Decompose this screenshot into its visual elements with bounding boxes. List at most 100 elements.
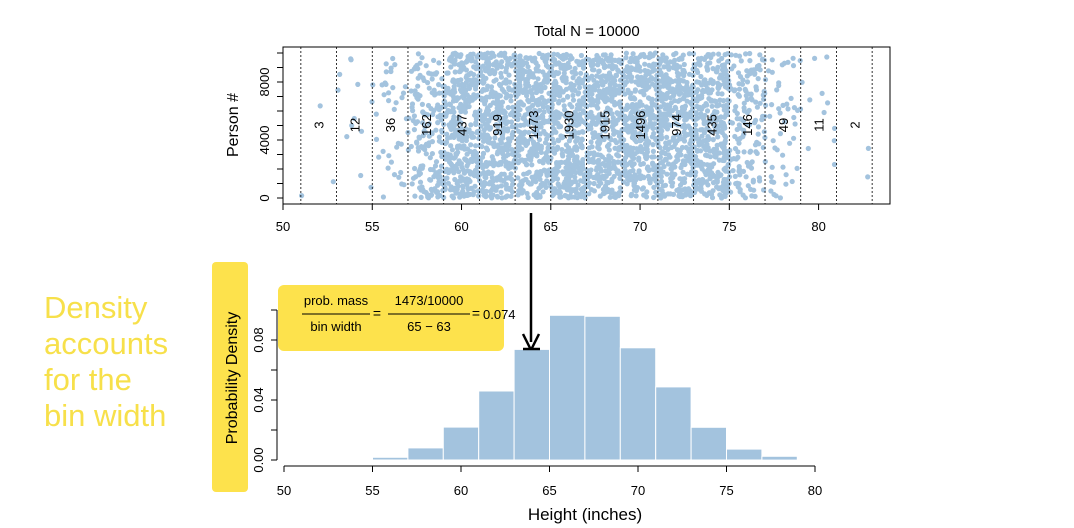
scatter-point [663,73,669,79]
scatter-point [637,115,643,121]
scatter-point [499,86,505,92]
scatter-point [486,118,492,124]
scatter-point [666,122,672,128]
scatter-point [548,109,555,115]
scatter-point [564,164,570,170]
scatter-point [591,180,597,187]
scatter-point [644,146,650,152]
scatter-point [480,80,486,86]
scatter-point [479,88,485,94]
scatter-point [748,91,754,97]
histogram-y-tick-label: 0.08 [251,327,266,352]
scatter-point [549,193,556,199]
scatter-point [831,161,838,168]
scatter-point [416,134,422,140]
scatter-point [730,168,736,174]
scatter-point [523,60,530,66]
scatter-point [530,102,536,109]
scatter-point [701,143,707,150]
scatter-point [481,169,487,176]
scatter-point [865,174,871,180]
scatter-point [725,58,732,64]
histogram-bar [407,447,444,461]
scatter-point [677,193,683,200]
scatter-x-tick-label: 80 [811,219,825,234]
scatter-point [726,161,732,168]
scatter-point [695,69,701,75]
scatter-point [617,175,623,181]
scatter-point [690,84,696,90]
scatter-point [821,109,827,116]
scatter-point [631,95,637,101]
scatter-point [445,135,451,141]
scatter-point [647,51,653,57]
scatter-point [691,144,697,150]
scatter-point [570,163,576,169]
scatter-point [569,55,575,62]
scatter-point [658,178,665,184]
scatter-point [657,84,663,90]
scatter-point [756,62,762,69]
scatter-point [337,71,343,77]
scatter-point [485,64,492,70]
scatter-point [415,83,421,89]
scatter-point [523,82,529,88]
scatter-point [508,185,514,191]
scatter-point [637,131,643,137]
histogram-y-tick-label: 0.00 [251,447,266,472]
scatter-point [549,67,555,73]
scatter-point [448,167,454,173]
scatter-point [783,172,789,178]
scatter-point [698,73,704,80]
scatter-point [657,154,664,160]
scatter-point [526,99,532,105]
scatter-point [558,123,564,130]
scatter-point [560,134,566,140]
histogram-x-tick-label: 55 [365,483,379,498]
scatter-point [446,89,452,95]
scatter-point [675,122,681,128]
scatter-point [427,166,434,173]
scatter-point [344,134,350,140]
scatter-point [485,133,491,139]
scatter-point [699,166,705,172]
scatter-point [625,176,631,182]
scatter-point [701,130,708,136]
scatter-point [392,62,398,68]
scatter-point [660,52,666,58]
scatter-point [477,108,483,114]
scatter-point [433,127,439,133]
scatter-point [584,150,590,156]
scatter-point [812,55,818,62]
scatter-point [717,192,723,198]
scatter-point [565,149,571,155]
scatter-point [701,161,707,167]
scatter-point [538,124,544,130]
scatter-point [641,113,647,119]
scatter-point [429,139,435,145]
scatter-point [561,171,567,177]
scatter-point [506,165,512,171]
scatter-point [647,120,653,127]
scatter-point [586,89,592,95]
scatter-point [512,111,518,117]
scatter-point [596,178,602,184]
scatter-point [755,124,762,130]
scatter-point [694,158,700,164]
scatter-point [413,92,419,98]
scatter-point [715,64,721,70]
scatter-point [728,189,734,195]
scatter-point [525,106,531,112]
scatter-point [561,62,567,68]
scatter-point [722,52,728,58]
scatter-point [753,84,759,90]
histogram-y-label: Probability Density [224,312,241,445]
scatter-point [643,104,650,110]
scatter-point [685,123,692,129]
scatter-point [462,178,469,185]
scatter-point [651,194,657,201]
scatter-point [768,188,774,194]
scatter-point [754,104,761,110]
scatter-point [524,140,531,147]
scatter-point [443,155,449,161]
